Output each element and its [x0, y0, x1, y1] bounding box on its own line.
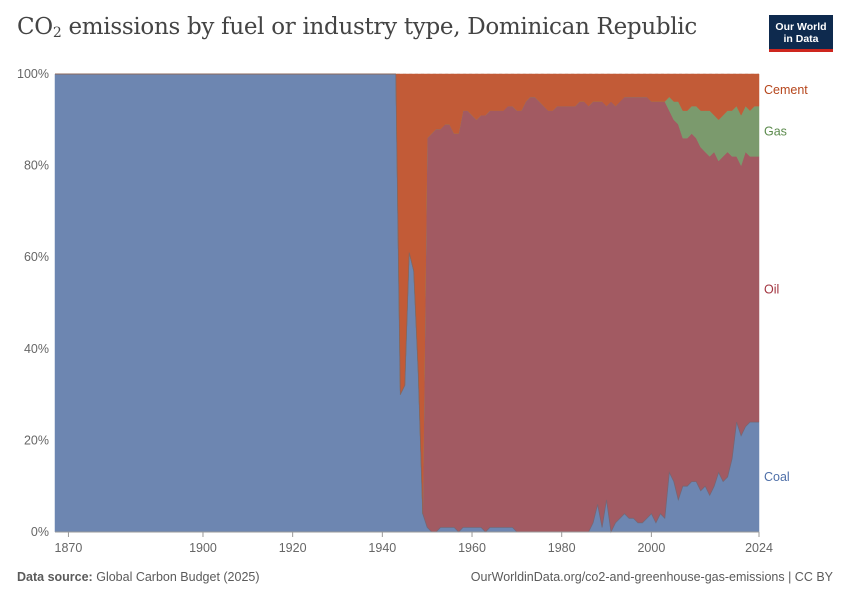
- owid-logo[interactable]: Our World in Data: [769, 15, 833, 52]
- legend-label-cement: Cement: [764, 83, 808, 97]
- legend-label-coal: Coal: [764, 470, 790, 484]
- y-tick-label-40: 40%: [24, 342, 49, 356]
- x-tick-label-2000: 2000: [637, 541, 665, 555]
- y-tick-label-80: 80%: [24, 159, 49, 173]
- x-tick-label-1940: 1940: [368, 541, 396, 555]
- legend-label-oil: Oil: [764, 282, 779, 296]
- logo-line-1: Our World: [775, 21, 827, 33]
- x-tick-label-1960: 1960: [458, 541, 486, 555]
- y-tick-label-0: 0%: [31, 525, 49, 539]
- x-tick-label-1920: 1920: [279, 541, 307, 555]
- y-tick-label-100: 100%: [17, 67, 49, 81]
- x-tick-label-1980: 1980: [548, 541, 576, 555]
- data-source-link[interactable]: Global Carbon Budget (2025): [96, 570, 260, 584]
- y-tick-label-60: 60%: [24, 250, 49, 264]
- footer-url[interactable]: OurWorldinData.org/co2-and-greenhouse-ga…: [470, 570, 833, 584]
- chart-title: CO2 emissions by fuel or industry type, …: [17, 14, 697, 41]
- y-tick-label-20: 20%: [24, 433, 49, 447]
- x-tick-label-2024: 2024: [745, 541, 773, 555]
- x-tick-label-1900: 1900: [189, 541, 217, 555]
- data-source: Data source: Global Carbon Budget (2025): [17, 570, 260, 584]
- area-cement: [55, 73, 760, 514]
- x-tick-label-1870: 1870: [55, 541, 83, 555]
- legend-label-gas: Gas: [764, 124, 787, 138]
- logo-line-2: in Data: [783, 33, 819, 45]
